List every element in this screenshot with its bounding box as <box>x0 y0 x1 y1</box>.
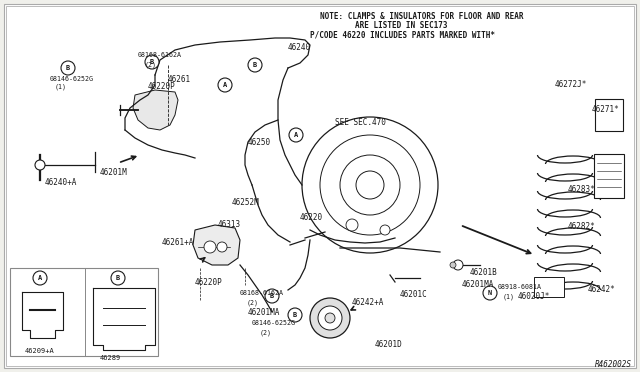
Text: B: B <box>270 293 274 299</box>
Text: 46201MA: 46201MA <box>248 308 280 317</box>
Text: 08918-6081A: 08918-6081A <box>498 284 542 290</box>
Text: (2): (2) <box>247 299 259 305</box>
Polygon shape <box>133 90 178 130</box>
Text: 46020J*: 46020J* <box>518 292 550 301</box>
Text: B: B <box>150 59 154 65</box>
Text: 46261: 46261 <box>168 75 191 84</box>
Circle shape <box>453 260 463 270</box>
Text: 46252M: 46252M <box>232 198 260 207</box>
Circle shape <box>289 128 303 142</box>
Circle shape <box>310 298 350 338</box>
Circle shape <box>204 241 216 253</box>
Circle shape <box>356 171 384 199</box>
Text: 46220: 46220 <box>300 213 323 222</box>
Text: 46220P: 46220P <box>148 82 176 91</box>
Circle shape <box>483 286 497 300</box>
FancyBboxPatch shape <box>4 4 636 368</box>
Circle shape <box>111 271 125 285</box>
Text: R462002S: R462002S <box>595 360 632 369</box>
Circle shape <box>35 160 45 170</box>
Text: A: A <box>38 275 42 281</box>
Circle shape <box>217 242 227 252</box>
Circle shape <box>450 262 456 268</box>
Circle shape <box>325 313 335 323</box>
Text: 46242+A: 46242+A <box>352 298 385 307</box>
Text: N: N <box>488 290 492 296</box>
Text: 46240: 46240 <box>288 43 311 52</box>
Circle shape <box>33 271 47 285</box>
Text: (2): (2) <box>145 61 157 67</box>
Circle shape <box>288 308 302 322</box>
Circle shape <box>145 55 159 69</box>
FancyBboxPatch shape <box>594 154 624 198</box>
Text: B: B <box>66 65 70 71</box>
Text: ARE LISTED IN SEC173: ARE LISTED IN SEC173 <box>355 21 447 30</box>
Text: 46282*: 46282* <box>568 222 596 231</box>
Circle shape <box>248 58 262 72</box>
Text: 46289: 46289 <box>100 355 121 361</box>
Circle shape <box>320 135 420 235</box>
Text: 46201C: 46201C <box>400 290 428 299</box>
Text: 46209+A: 46209+A <box>25 348 55 354</box>
Text: 46271*: 46271* <box>592 105 620 114</box>
Text: 46261+A: 46261+A <box>162 238 195 247</box>
Circle shape <box>302 117 438 253</box>
Text: 46201M: 46201M <box>100 168 128 177</box>
Text: 46201B: 46201B <box>470 268 498 277</box>
Text: 46250: 46250 <box>248 138 271 147</box>
Text: 46240+A: 46240+A <box>45 178 77 187</box>
Circle shape <box>61 61 75 75</box>
Text: P/CODE 46220 INCLUDES PARTS MARKED WITH*: P/CODE 46220 INCLUDES PARTS MARKED WITH* <box>310 31 495 40</box>
Text: SEE SEC.470: SEE SEC.470 <box>335 118 386 127</box>
Circle shape <box>318 306 342 330</box>
Text: (1): (1) <box>55 84 67 90</box>
Text: A: A <box>294 132 298 138</box>
Text: 08146-6252G: 08146-6252G <box>252 320 296 326</box>
FancyBboxPatch shape <box>534 277 564 297</box>
Text: 46220P: 46220P <box>195 278 223 287</box>
Circle shape <box>218 78 232 92</box>
Text: 08146-6252G: 08146-6252G <box>50 76 94 82</box>
Text: 46313: 46313 <box>218 220 241 229</box>
Text: NOTE: CLAMPS & INSULATORS FOR FLOOR AND REAR: NOTE: CLAMPS & INSULATORS FOR FLOOR AND … <box>320 12 524 21</box>
Circle shape <box>265 289 279 303</box>
Circle shape <box>346 219 358 231</box>
Text: B: B <box>253 62 257 68</box>
Text: 46283*: 46283* <box>568 185 596 194</box>
Circle shape <box>340 155 400 215</box>
Text: 46272J*: 46272J* <box>555 80 588 89</box>
FancyBboxPatch shape <box>595 99 623 131</box>
Text: 46242*: 46242* <box>588 285 616 294</box>
Text: B: B <box>116 275 120 281</box>
Polygon shape <box>193 225 240 265</box>
Text: A: A <box>223 82 227 88</box>
Text: 46201MA: 46201MA <box>462 280 494 289</box>
Text: (2): (2) <box>260 329 272 336</box>
FancyBboxPatch shape <box>10 268 158 356</box>
Text: 08168-6162A: 08168-6162A <box>138 52 182 58</box>
Circle shape <box>380 225 390 235</box>
Text: 46201D: 46201D <box>375 340 403 349</box>
Text: B: B <box>293 312 297 318</box>
Text: 08168-6162A: 08168-6162A <box>240 290 284 296</box>
Text: (1): (1) <box>503 294 515 301</box>
